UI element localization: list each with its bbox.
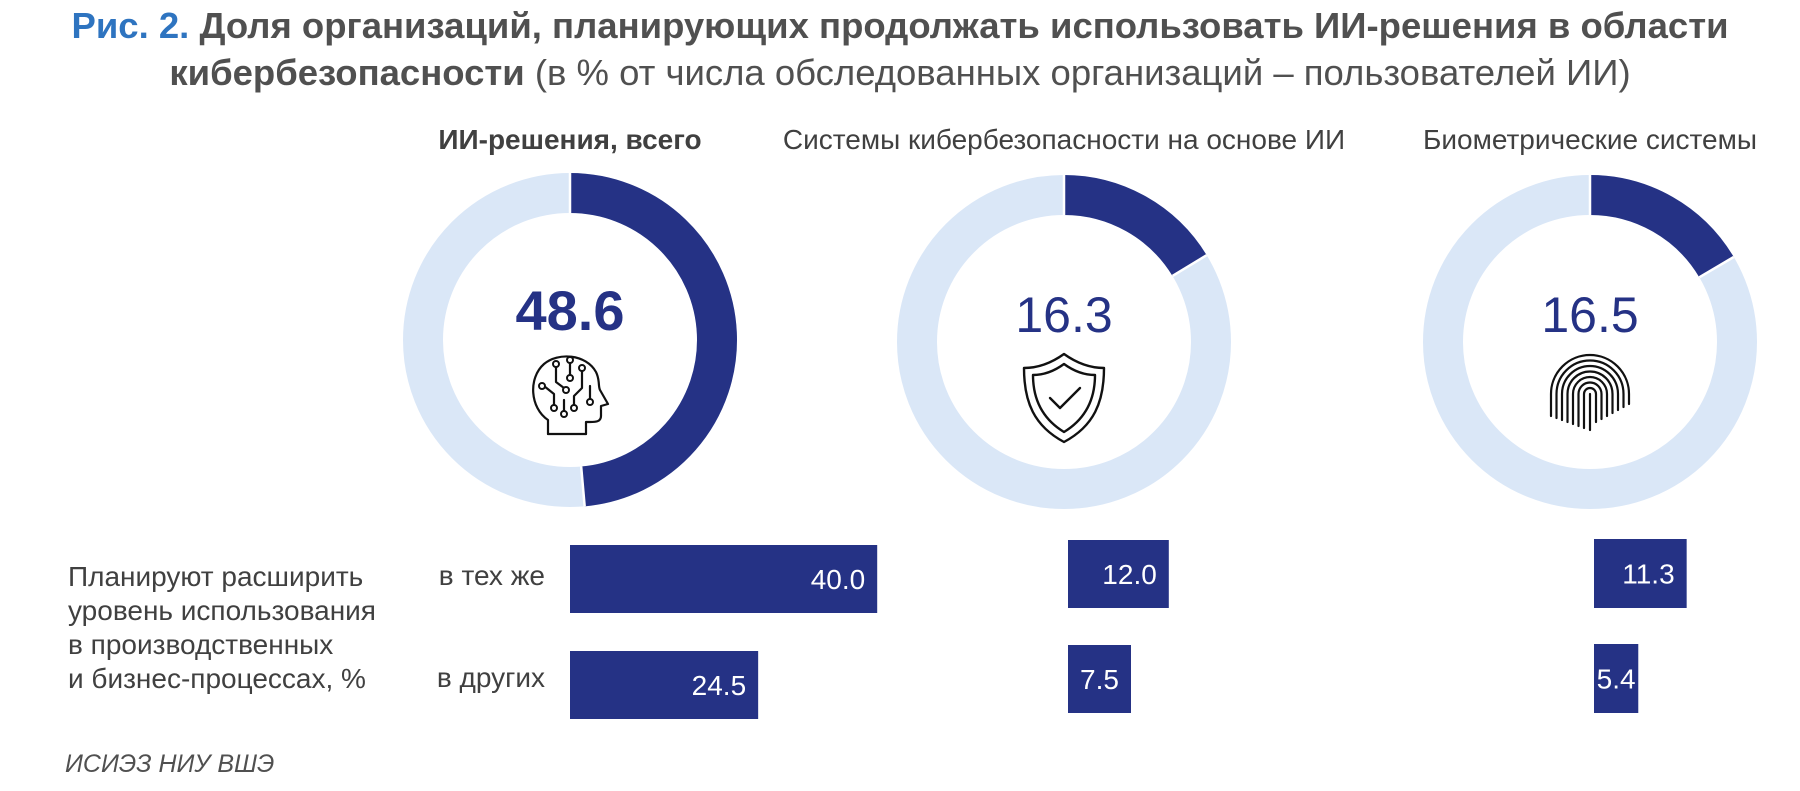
donut-arc-3 bbox=[1589, 175, 1734, 278]
donut-separator-2-2 bbox=[1171, 254, 1208, 278]
bar-value-2-2: 7.5 bbox=[1080, 664, 1119, 695]
bar-value-3-1: 11.3 bbox=[1622, 559, 1674, 590]
bar-value-1-1: 40.0 bbox=[811, 564, 866, 595]
donut-arc-2 bbox=[1063, 175, 1207, 277]
bar-value-1-2: 24.5 bbox=[692, 670, 747, 701]
bar-1-2 bbox=[570, 651, 759, 719]
panel-title-3: Биометрические системы bbox=[1423, 124, 1757, 155]
source-note: ИСИЭЗ НИУ ВШЭ bbox=[65, 750, 275, 778]
donut-separator-1-2 bbox=[579, 466, 586, 507]
bar-category-1-1: в тех же bbox=[439, 560, 545, 591]
row-label-line-3: в производственных bbox=[68, 629, 333, 660]
figure-title-main-2: кибербезопасности bbox=[169, 52, 525, 93]
bar-value-3-2: 5.4 bbox=[1597, 664, 1636, 695]
figure-title-main: Доля организаций, планирующих продолжать… bbox=[199, 5, 1729, 46]
panel-title-1: ИИ-решения, всего bbox=[438, 124, 701, 155]
bar-1-1 bbox=[570, 545, 878, 613]
row-label-line-4: и бизнес-процессах, % bbox=[68, 663, 366, 694]
donut-arc-1 bbox=[569, 173, 737, 507]
panel-1: ИИ-решения, всего 48.6 40.0 в тех же 24.5 в д… bbox=[403, 124, 878, 719]
fingerprint-icon bbox=[1549, 353, 1631, 432]
panel-2: Системы кибербезопасности на основе ИИ 16… bbox=[783, 124, 1345, 713]
shield-check-icon bbox=[1022, 352, 1106, 444]
donut-separator-3-2 bbox=[1698, 255, 1735, 279]
donut-value-1: 48.6 bbox=[516, 279, 625, 342]
panel-3: Биометрические системы 16.5 11.3 5.4 bbox=[1423, 124, 1757, 713]
bar-3-2 bbox=[1594, 644, 1639, 713]
panel-title-2: Системы кибербезопасности на основе ИИ bbox=[783, 124, 1345, 155]
bar-value-2-1: 12.0 bbox=[1102, 559, 1157, 590]
figure-number: Рис. 2. bbox=[71, 5, 190, 46]
donut-value-3: 16.5 bbox=[1541, 287, 1638, 343]
row-label-line-2: уровень использования bbox=[68, 595, 376, 626]
row-label-line-1: Планируют расширить bbox=[68, 561, 363, 592]
bar-category-1-2: в других bbox=[437, 662, 545, 693]
figure-title-subtitle: (в % от числа обследованных организаций … bbox=[524, 52, 1631, 93]
ai-head-icon bbox=[532, 355, 610, 436]
figure-title: Рис. 2. Доля организаций, планирующих пр… bbox=[0, 2, 1800, 96]
bar-2-2 bbox=[1068, 645, 1131, 713]
bar-2-1 bbox=[1068, 540, 1169, 608]
bar-3-1 bbox=[1594, 539, 1687, 608]
donut-value-2: 16.3 bbox=[1015, 287, 1112, 343]
